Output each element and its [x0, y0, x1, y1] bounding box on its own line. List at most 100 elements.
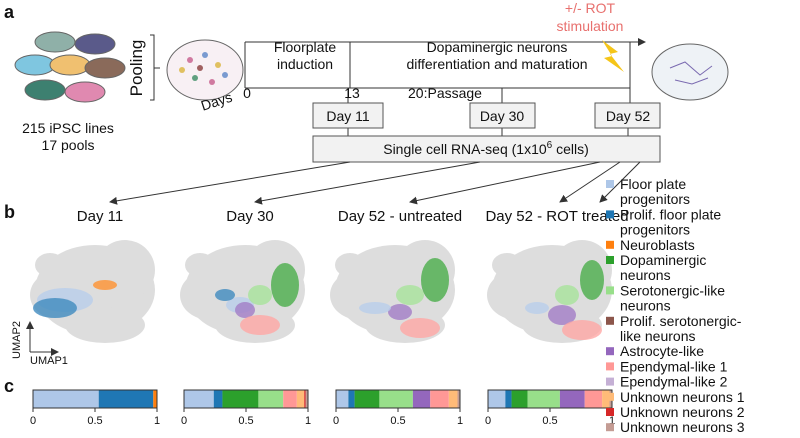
- legend-swatch: [606, 362, 614, 371]
- bar-segment: [457, 390, 460, 408]
- cluster: [248, 285, 272, 305]
- tick-label: 1: [305, 415, 311, 427]
- tick-label: 1: [457, 415, 463, 427]
- cluster: [240, 315, 280, 335]
- plot-title: Day 52 - untreated: [338, 208, 462, 225]
- tick-label: 1: [609, 415, 615, 427]
- umap: [30, 240, 155, 343]
- legend-label: neurons: [620, 267, 671, 283]
- bar-segment: [336, 390, 349, 408]
- cells-background: [492, 253, 522, 277]
- bar-segment: [184, 390, 214, 408]
- legend-swatch: [606, 210, 614, 219]
- cluster: [271, 263, 299, 307]
- bar-segment: [488, 390, 506, 408]
- tick-label: 0.5: [238, 415, 253, 427]
- dishes: [14, 31, 126, 103]
- bar-segment: [296, 390, 305, 408]
- connectors: [347, 88, 631, 136]
- legend-label: Astrocyte-like: [620, 343, 704, 359]
- bar-segment: [412, 390, 431, 408]
- bar-segment: [283, 390, 297, 408]
- legend-swatch: [606, 316, 614, 325]
- bar-segment: [379, 390, 413, 408]
- text: stimulation: [557, 18, 624, 34]
- tick-label: 0.5: [87, 415, 102, 427]
- cluster: [388, 304, 412, 320]
- legend-swatch: [606, 423, 614, 432]
- axis-label: UMAP1: [30, 355, 68, 367]
- text: Single cell RNA-seq (1x10: [383, 141, 547, 157]
- text: 20:Passage: [408, 85, 482, 101]
- text: Floorplate: [274, 39, 336, 55]
- plot-title: Day 52 - ROT treated: [485, 208, 628, 225]
- axis-label: UMAP2: [11, 321, 23, 359]
- bar-segment: [354, 390, 380, 408]
- cluster: [235, 302, 255, 318]
- cells-background: [335, 253, 365, 277]
- cluster: [580, 260, 604, 300]
- text: Day 11: [326, 108, 370, 124]
- text: +/- ROT: [565, 0, 616, 16]
- cluster: [215, 289, 235, 301]
- text: induction: [277, 56, 333, 72]
- cells-background: [180, 270, 240, 320]
- cluster: [562, 320, 602, 340]
- text: differentiation and maturation: [406, 56, 587, 72]
- box: [469, 102, 536, 129]
- bar-segment: [511, 390, 528, 408]
- cluster: [359, 302, 391, 314]
- box: [312, 135, 661, 163]
- bar-segment: [559, 390, 585, 408]
- tick-label: 0: [485, 415, 491, 427]
- legend-swatch: [606, 392, 614, 401]
- tick-label: 0: [181, 415, 187, 427]
- tick-label: 0: [30, 415, 36, 427]
- cells-background: [65, 307, 145, 343]
- umap: [330, 240, 455, 343]
- legend-label: Unknown neurons 1: [620, 389, 745, 405]
- cluster: [525, 302, 549, 314]
- legend-label: progenitors: [620, 191, 690, 207]
- bar-segment: [98, 390, 154, 408]
- bar-segment: [584, 390, 603, 408]
- cluster: [555, 285, 579, 305]
- bar-segment: [213, 390, 223, 408]
- legend-swatch: [606, 286, 614, 295]
- text: Pooling: [127, 40, 146, 97]
- plot-title: Day 11: [77, 208, 123, 225]
- cluster: [33, 298, 77, 318]
- cells: [179, 52, 228, 85]
- cluster: [396, 285, 424, 305]
- legend-label: progenitors: [620, 222, 690, 238]
- text: Dopaminergic neurons: [427, 39, 568, 55]
- bar-segment: [304, 390, 306, 408]
- tick-label: 0.5: [542, 415, 557, 427]
- legend-label: Unknown neurons 3: [620, 419, 745, 435]
- neurons: [669, 61, 713, 85]
- text: 17 pools: [42, 137, 95, 153]
- legend-swatch: [606, 256, 614, 264]
- legend-swatch: [606, 180, 614, 188]
- tick-label: 1: [154, 415, 160, 427]
- bar-segment: [430, 390, 449, 408]
- umap: [487, 240, 612, 343]
- bar-segment: [222, 390, 259, 408]
- bracket: [150, 34, 160, 101]
- tick-label: 13: [344, 85, 360, 101]
- cells-background: [95, 240, 155, 300]
- bar-segment: [527, 390, 560, 408]
- bar-segment: [33, 390, 99, 408]
- legend-label: Neuroblasts: [620, 237, 695, 253]
- umap: [180, 240, 305, 343]
- text: 6: [547, 140, 553, 151]
- bar-segment: [348, 390, 355, 408]
- tick-label: 0.5: [390, 415, 405, 427]
- axis-arrow: [29, 324, 58, 352]
- cluster: [421, 258, 449, 302]
- tick-label: 0: [243, 85, 251, 101]
- legend-label: Prolif. serotonergic-: [620, 313, 742, 329]
- dish: [651, 43, 729, 101]
- panel-label: c: [4, 376, 14, 396]
